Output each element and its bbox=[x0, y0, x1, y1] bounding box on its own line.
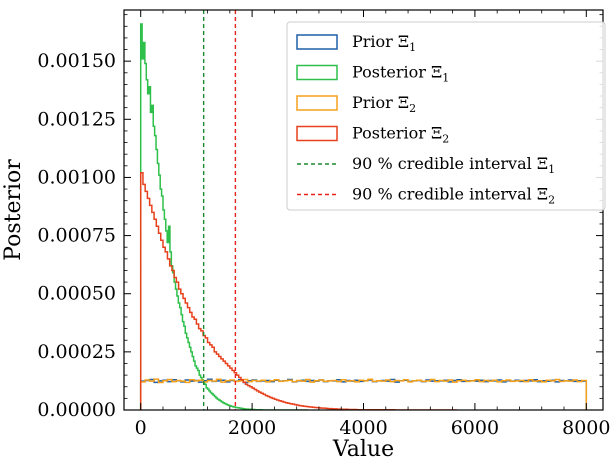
y-axis-label: Posterior bbox=[1, 159, 26, 261]
legend-label: Posterior Ξ1 bbox=[352, 63, 449, 85]
legend-swatch bbox=[296, 34, 338, 50]
legend-box bbox=[286, 21, 606, 211]
legend-label: Prior Ξ1 bbox=[352, 32, 416, 54]
legend-label: 90 % credible interval Ξ1 bbox=[352, 154, 555, 176]
legend-swatch bbox=[296, 64, 338, 81]
legend-swatch bbox=[296, 125, 338, 142]
y-tick-label: 0.00075 bbox=[37, 225, 116, 247]
x-tick-label: 0 bbox=[135, 417, 147, 439]
x-axis-label: Value bbox=[332, 437, 394, 462]
y-tick-label: 0.00125 bbox=[37, 108, 116, 130]
legend-label: Posterior Ξ2 bbox=[352, 124, 449, 146]
series-step-Posterior Ξ1 bbox=[139, 23, 308, 410]
y-tick-label: 0.00000 bbox=[37, 399, 116, 421]
x-tick-label: 8000 bbox=[562, 417, 610, 439]
legend-label: 90 % credible interval Ξ2 bbox=[352, 185, 555, 207]
x-tick-label: 2000 bbox=[228, 417, 276, 439]
legend-swatch bbox=[296, 95, 338, 111]
y-tick-label: 0.00100 bbox=[37, 166, 116, 188]
y-tick-label: 0.00150 bbox=[37, 50, 116, 72]
y-tick-label: 0.00050 bbox=[37, 283, 116, 305]
x-tick-label: 6000 bbox=[451, 417, 499, 439]
axis-ticks: 0 2000 4000 6000 8000 0.00000 0.00025 0.00050 0.… bbox=[37, 10, 610, 439]
y-tick-label: 0.00025 bbox=[37, 341, 116, 363]
legend-label: Prior Ξ2 bbox=[352, 93, 416, 115]
legend: Prior Ξ1 Posterior Ξ1 Prior Ξ2 Posterior Ξ2… bbox=[286, 21, 606, 211]
x-tick-label: 4000 bbox=[339, 417, 387, 439]
series-step-Prior Ξ2 bbox=[139, 378, 588, 410]
